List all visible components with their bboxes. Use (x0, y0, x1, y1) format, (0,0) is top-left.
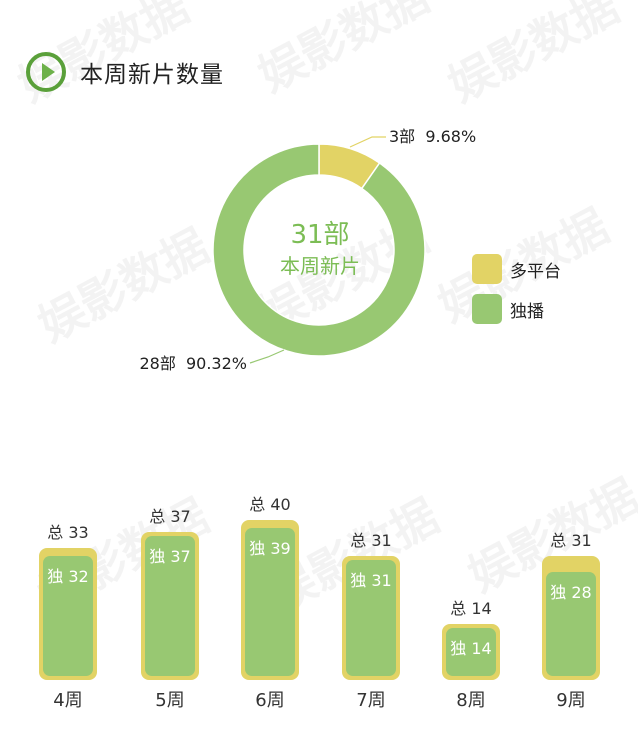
bar-exclusive-label: 独 39 (249, 539, 290, 558)
bar-exclusive (145, 536, 195, 676)
bar-total-label: 总 31 (350, 531, 391, 550)
bar-total-label: 总 40 (249, 495, 290, 514)
bar-total-label: 总 33 (47, 523, 88, 542)
bar-total-label: 总 37 (149, 507, 190, 526)
legend-label: 多平台 (510, 261, 561, 282)
slice-leader-line (249, 349, 285, 364)
bar-exclusive (546, 572, 596, 676)
legend: 多平台 独播 (472, 254, 561, 334)
section-header: 本周新片数量 (26, 52, 224, 92)
donut-center-label: 本周新片 (280, 254, 360, 278)
legend-item-multi: 多平台 (472, 254, 561, 284)
bar-exclusive (346, 560, 396, 676)
bar-category-label: 4周 (53, 690, 82, 711)
bar-category-label: 6周 (255, 690, 284, 711)
legend-swatch-exclusive (472, 294, 502, 324)
slice-leader-line (349, 136, 386, 148)
bar-exclusive (43, 556, 93, 676)
slice-label-exclusive: 28部 90.32% (139, 354, 247, 373)
donut-slice-1 (212, 143, 426, 357)
legend-swatch-multi (472, 254, 502, 284)
bar-exclusive-label: 独 32 (47, 567, 88, 586)
bar-exclusive-label: 独 14 (450, 639, 491, 658)
bar-exclusive-label: 独 37 (149, 547, 190, 566)
bar-exclusive (245, 528, 295, 676)
bar-category-label: 5周 (155, 690, 184, 711)
legend-item-exclusive: 独播 (472, 294, 561, 324)
legend-label: 独播 (510, 301, 544, 322)
page-title: 本周新片数量 (80, 62, 224, 88)
bar-exclusive (446, 628, 496, 676)
bar-category-label: 9周 (556, 690, 585, 711)
bar-exclusive-label: 独 28 (550, 583, 591, 602)
bar-total-label: 总 14 (450, 599, 491, 618)
play-circle-icon (26, 52, 66, 92)
slice-label-multi: 3部 9.68% (389, 127, 476, 146)
bar-exclusive-label: 独 31 (350, 571, 391, 590)
bar-category-label: 7周 (356, 690, 385, 711)
donut-center-value: 31部 (290, 220, 349, 250)
bar-category-label: 8周 (456, 690, 485, 711)
bar-total-label: 总 31 (550, 531, 591, 550)
